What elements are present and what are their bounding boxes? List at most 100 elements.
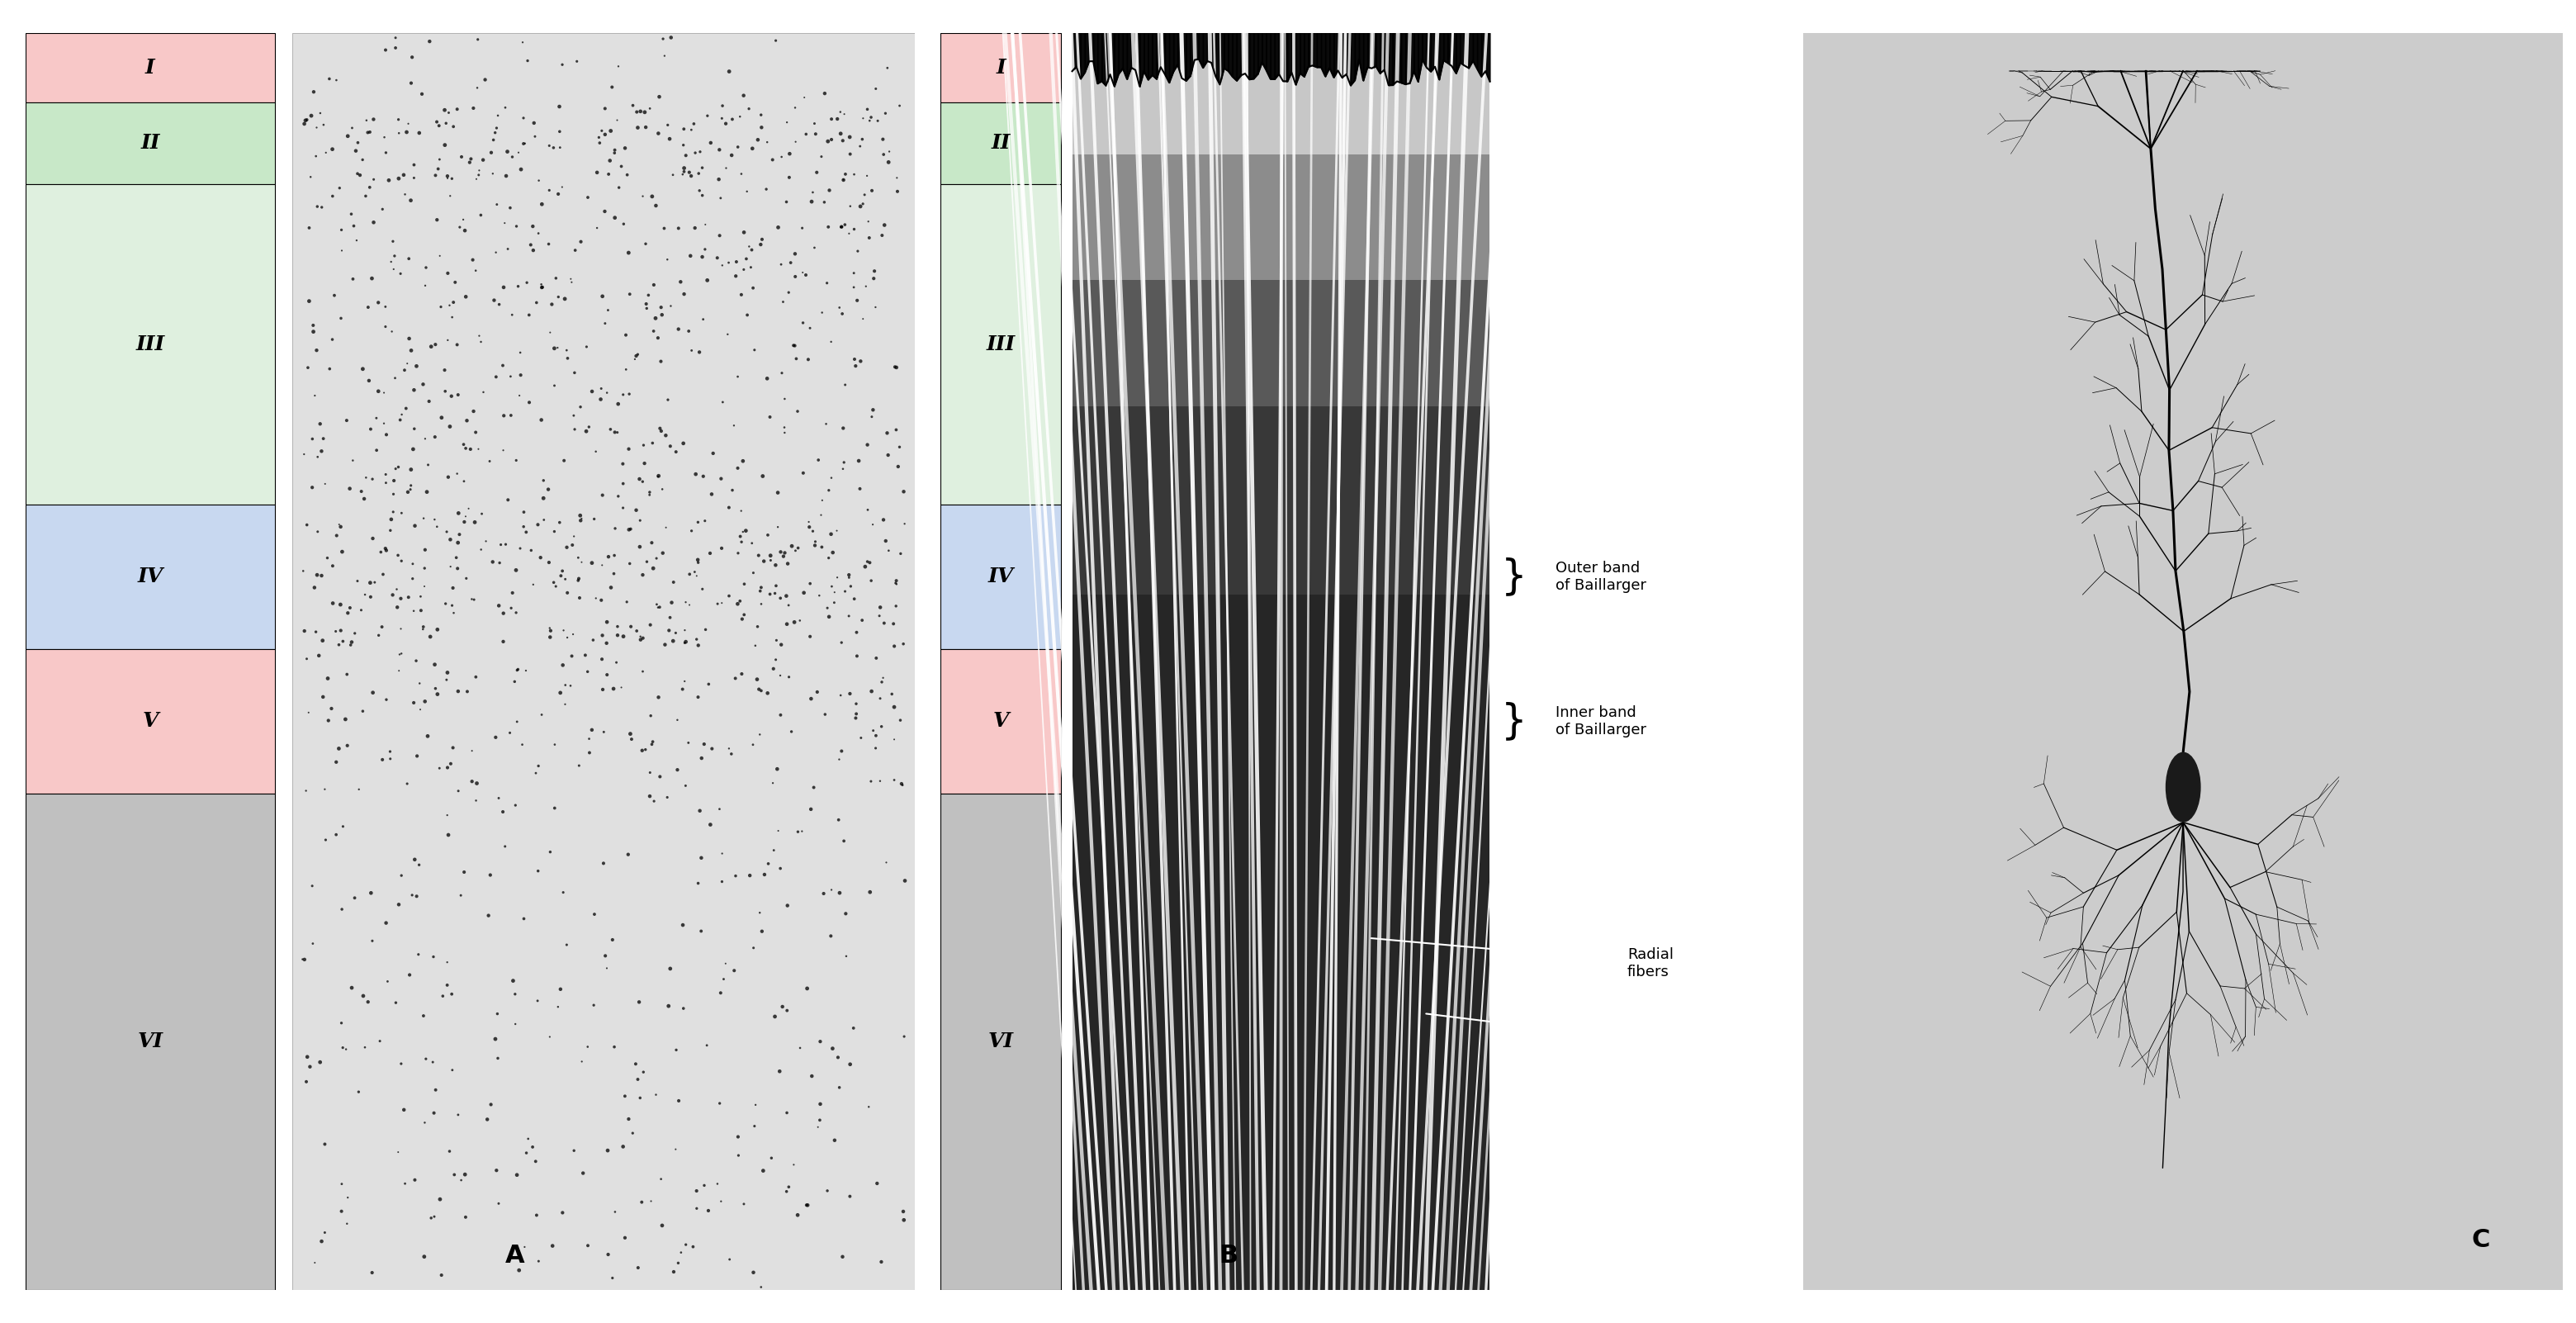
- Bar: [1072, 1043, 1489, 1046]
- Point: [474, 122, 515, 143]
- Text: II: II: [142, 134, 160, 153]
- Point: [719, 1144, 760, 1166]
- Point: [430, 1140, 471, 1162]
- Point: [366, 142, 407, 163]
- Bar: [1072, 159, 1489, 163]
- Point: [848, 1097, 889, 1118]
- Bar: [1072, 251, 1489, 255]
- Point: [335, 230, 376, 251]
- Bar: [1072, 1278, 1489, 1282]
- Point: [502, 134, 544, 155]
- Bar: [1072, 515, 1489, 519]
- Point: [824, 164, 866, 185]
- Bar: [1072, 565, 1489, 569]
- Point: [608, 844, 649, 865]
- Point: [644, 45, 685, 66]
- Point: [505, 1142, 546, 1163]
- Point: [559, 568, 600, 589]
- Point: [829, 568, 871, 589]
- Point: [696, 247, 737, 269]
- Bar: [1072, 603, 1489, 607]
- Point: [446, 1164, 487, 1185]
- Point: [657, 1253, 698, 1274]
- Bar: [1072, 909, 1489, 913]
- Bar: [940, 33, 1061, 102]
- Point: [559, 755, 600, 777]
- Point: [641, 304, 683, 325]
- Point: [739, 902, 781, 923]
- Bar: [1072, 1248, 1489, 1252]
- Bar: [1072, 456, 1489, 460]
- Bar: [1072, 615, 1489, 619]
- Point: [314, 824, 355, 845]
- Bar: [1072, 460, 1489, 464]
- Bar: [1072, 733, 1489, 737]
- Point: [842, 107, 884, 128]
- Point: [289, 357, 330, 378]
- Point: [760, 634, 801, 655]
- Point: [304, 1134, 345, 1155]
- Point: [430, 385, 471, 406]
- Bar: [1072, 934, 1489, 938]
- Point: [829, 196, 871, 217]
- Point: [598, 56, 639, 77]
- Point: [626, 740, 667, 761]
- Bar: [1072, 87, 1489, 91]
- Point: [404, 540, 446, 561]
- Point: [726, 249, 768, 270]
- Bar: [1072, 1072, 1489, 1077]
- Point: [379, 644, 420, 665]
- Bar: [1072, 1160, 1489, 1164]
- Point: [428, 757, 469, 778]
- Point: [425, 112, 466, 134]
- Point: [507, 1129, 549, 1150]
- Point: [775, 266, 817, 287]
- Point: [541, 565, 582, 586]
- Bar: [1072, 427, 1489, 431]
- Bar: [1072, 314, 1489, 318]
- Point: [425, 381, 466, 402]
- Point: [469, 451, 510, 472]
- Point: [492, 304, 533, 325]
- Point: [374, 245, 415, 266]
- Point: [330, 597, 371, 618]
- Point: [703, 968, 744, 990]
- Point: [554, 405, 595, 426]
- Point: [438, 681, 479, 703]
- Point: [533, 374, 574, 396]
- Point: [868, 445, 909, 466]
- Bar: [1072, 808, 1489, 812]
- Point: [608, 283, 649, 304]
- Point: [482, 802, 523, 823]
- Point: [868, 142, 909, 163]
- Point: [332, 216, 374, 237]
- Point: [873, 770, 914, 791]
- Point: [500, 159, 541, 180]
- Point: [690, 132, 732, 153]
- Point: [801, 537, 842, 558]
- Point: [716, 593, 757, 614]
- Bar: [1072, 905, 1489, 909]
- Point: [747, 524, 788, 545]
- Point: [425, 521, 466, 542]
- Bar: [1072, 306, 1489, 310]
- Bar: [1072, 725, 1489, 729]
- Point: [420, 1188, 461, 1209]
- Point: [683, 246, 724, 267]
- Point: [531, 321, 572, 343]
- Point: [520, 409, 562, 430]
- Point: [817, 1046, 858, 1068]
- Point: [819, 749, 860, 770]
- Point: [544, 288, 585, 310]
- Point: [623, 1061, 665, 1082]
- Point: [541, 54, 582, 75]
- Point: [675, 628, 716, 650]
- Point: [404, 691, 446, 712]
- Point: [732, 278, 773, 299]
- Point: [837, 290, 878, 311]
- Bar: [1072, 397, 1489, 402]
- Bar: [1072, 1286, 1489, 1290]
- Point: [863, 128, 904, 149]
- Point: [765, 614, 806, 635]
- Point: [652, 164, 693, 185]
